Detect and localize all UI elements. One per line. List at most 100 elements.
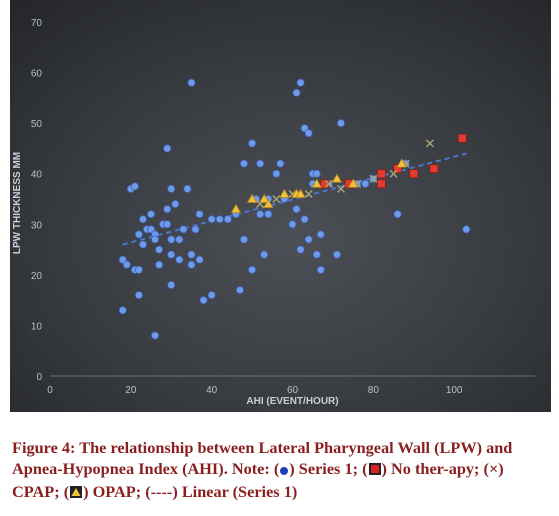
data-point-square [320, 179, 330, 189]
data-point-circle [223, 215, 232, 224]
data-point-square [457, 133, 467, 143]
y-tick-label: 70 [31, 18, 43, 29]
data-point-circle [260, 250, 269, 259]
data-point-circle [239, 235, 248, 244]
data-point-circle [134, 291, 143, 300]
data-point-triangle [263, 198, 274, 208]
data-point-circle [264, 210, 273, 219]
data-point-x [389, 169, 398, 178]
data-point-circle [167, 184, 176, 193]
x-stroke-b [337, 184, 345, 193]
y-tick-label: 0 [36, 372, 42, 383]
data-point-circle [175, 255, 184, 264]
legend-triangle-icon [69, 483, 83, 504]
data-point-circle [207, 291, 216, 300]
x-stroke-b [304, 189, 313, 198]
data-point-x [369, 174, 378, 183]
chart-svg: 0 10 20 30 40 50 60 70 0 20 40 60 80 100 AHI (EVENT/HO… [10, 0, 551, 412]
data-point-circle [248, 139, 257, 148]
x-stroke-b [272, 195, 281, 203]
data-point-circle [312, 250, 321, 259]
data-point-circle [292, 205, 301, 214]
data-point-square [377, 179, 386, 189]
y-tick-label: 50 [31, 119, 43, 130]
data-point-triangle [279, 188, 290, 198]
data-point-circle [256, 210, 265, 219]
data-point-x [304, 189, 313, 198]
y-tick-label: 60 [31, 69, 43, 80]
figure-caption: Figure 4: The relationship between Later… [12, 437, 552, 504]
data-point-circle [235, 286, 244, 295]
data-point-triangle [311, 178, 322, 188]
data-point-circle [191, 225, 200, 234]
legend-square-icon [368, 460, 382, 481]
x-stroke-b [389, 169, 398, 178]
y-tick-label: 10 [31, 321, 43, 332]
data-point-circle [155, 245, 164, 254]
x-tick-label: 100 [446, 385, 463, 396]
caption-part3: ) OPAP; (----) Linear (Series 1) [83, 482, 298, 501]
data-point-circle [175, 235, 184, 244]
data-point-square [429, 164, 439, 174]
x-tick-label: 40 [206, 385, 218, 396]
data-point-circle [304, 235, 313, 244]
data-point-circle [187, 260, 196, 269]
data-point-x [425, 139, 434, 148]
series-triangle-group [230, 158, 407, 214]
data-point-triangle [396, 158, 407, 168]
series-square-group [320, 133, 467, 189]
x-stroke-b [324, 179, 333, 188]
data-point-circle [163, 205, 172, 214]
data-point-triangle [347, 178, 359, 188]
y-tick-label: 40 [31, 170, 43, 181]
data-point-circle [272, 169, 281, 178]
y-tick-label: 30 [31, 220, 43, 231]
data-point-circle [138, 215, 147, 224]
data-point-circle [130, 182, 139, 191]
chart-background [10, 0, 551, 412]
data-point-square [393, 164, 402, 174]
data-point-circle [167, 280, 176, 289]
data-point-circle [122, 260, 131, 269]
data-point-circle [361, 179, 370, 188]
data-point-circle [134, 265, 143, 274]
data-point-triangle [331, 173, 343, 183]
data-point-circle [300, 215, 309, 224]
x-stroke-b [369, 174, 378, 183]
data-point-circle [155, 260, 164, 269]
x-stroke-b [425, 139, 434, 148]
data-point-circle [296, 245, 305, 254]
data-point-circle [276, 159, 285, 168]
x-tick-label: 0 [47, 385, 53, 396]
legend-circle-icon [279, 460, 289, 481]
scatter-chart: 0 10 20 30 40 50 60 70 0 20 40 60 80 100 AHI (EVENT/HO… [10, 0, 551, 412]
data-point-triangle [230, 203, 242, 214]
data-point-triangle [295, 188, 306, 198]
data-point-circle [147, 210, 156, 219]
y-axis-title: LPW THICKNESS MM [12, 152, 23, 254]
caption-lead: Figure 4: The relationship between Later… [12, 438, 513, 478]
x-tick-label: 20 [125, 385, 137, 396]
data-point-circle [187, 250, 196, 259]
data-point-circle [248, 265, 257, 274]
data-point-circle [288, 220, 297, 229]
data-point-circle [195, 210, 204, 219]
data-point-circle [134, 230, 143, 239]
data-point-circle [304, 129, 313, 138]
data-point-circle [118, 306, 127, 315]
data-point-x [272, 195, 281, 203]
data-point-circle [163, 220, 172, 229]
data-point-circle [462, 225, 471, 234]
data-point-circle [163, 144, 172, 153]
data-point-circle [215, 215, 224, 224]
x-tick-label: 80 [368, 385, 380, 396]
data-point-x [324, 179, 333, 188]
data-point-circle [151, 235, 160, 244]
data-point-circle [336, 119, 345, 128]
data-point-circle [316, 265, 325, 274]
x-tick-label: 60 [287, 385, 299, 396]
data-point-circle [195, 255, 204, 264]
data-point-circle [316, 230, 325, 239]
data-point-circle [167, 235, 176, 244]
chart-marks [118, 78, 471, 340]
